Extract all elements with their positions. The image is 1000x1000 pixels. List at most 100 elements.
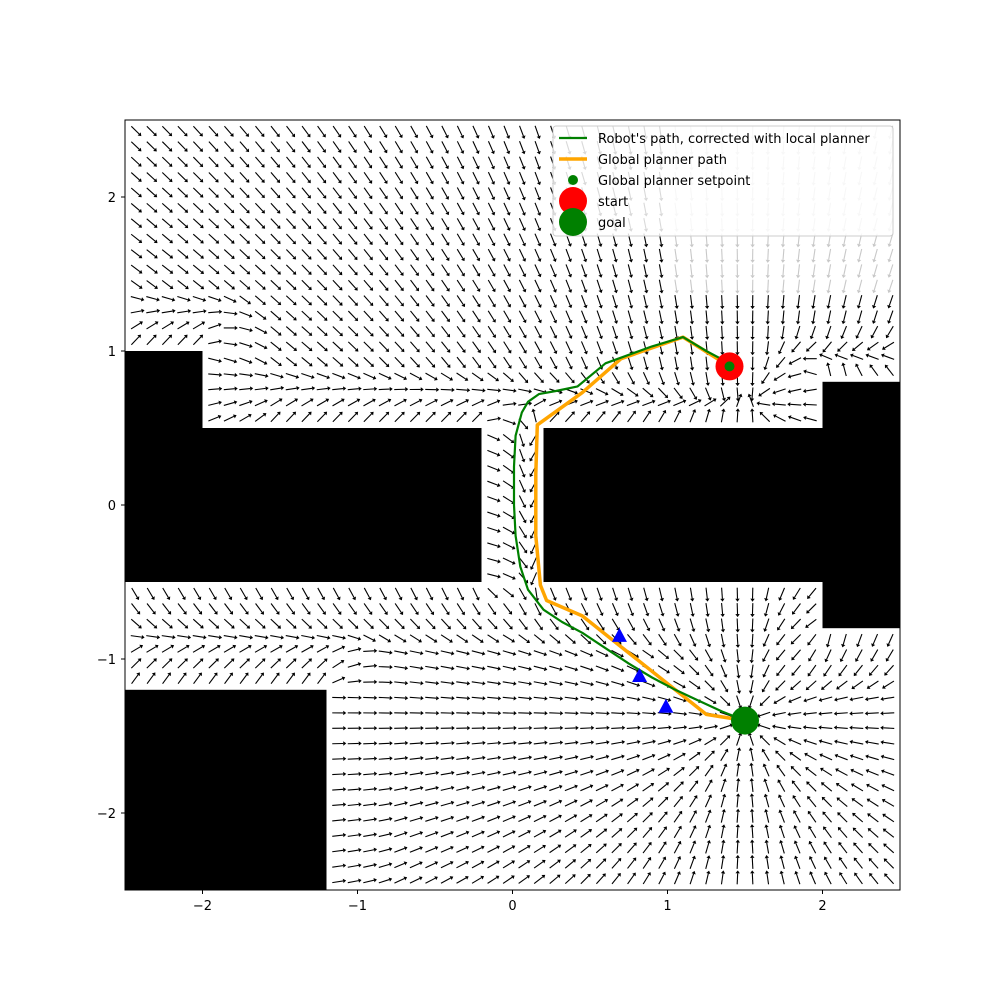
field-arrow — [456, 696, 468, 699]
field-arrow — [811, 325, 816, 337]
field-arrow-head — [522, 334, 527, 339]
field-arrow-head — [776, 764, 781, 769]
field-arrow-head — [723, 763, 728, 768]
field-arrow — [208, 156, 217, 166]
field-arrow — [856, 649, 863, 660]
field-arrow-head — [735, 793, 741, 797]
field-arrow-head — [414, 180, 419, 185]
field-arrow — [471, 757, 483, 760]
field-arrow — [270, 310, 280, 319]
field-arrow — [595, 388, 607, 395]
field-arrow — [503, 202, 510, 214]
field-arrow-head — [528, 681, 533, 686]
field-arrow — [549, 634, 559, 643]
field-arrow — [317, 156, 325, 167]
field-arrow-head — [872, 289, 877, 294]
field-arrow — [456, 603, 464, 613]
field-arrow-head — [617, 857, 622, 862]
field-arrow — [779, 587, 786, 599]
field-arrow-head — [451, 651, 455, 656]
field-arrow — [720, 766, 726, 777]
field-arrow — [549, 295, 556, 306]
field-arrow-head — [643, 243, 649, 248]
field-arrow-head — [280, 385, 285, 391]
field-arrow-head — [787, 711, 791, 717]
field-arrow — [518, 876, 528, 884]
field-arrow-head — [277, 286, 282, 290]
field-arrow-head — [369, 287, 374, 291]
field-arrow-head — [341, 676, 346, 681]
field-arrow — [673, 712, 685, 715]
field-arrow — [704, 680, 714, 689]
field-arrow-head — [492, 364, 497, 369]
field-arrow — [821, 740, 833, 745]
field-arrow-head — [263, 330, 268, 335]
field-arrow — [471, 681, 483, 684]
legend-label: Global planner setpoint — [598, 174, 750, 189]
field-arrow — [842, 633, 847, 645]
field-arrow — [378, 413, 388, 423]
field-arrow — [809, 664, 817, 675]
field-arrow-head — [529, 473, 534, 477]
field-arrow-head — [389, 786, 393, 791]
field-arrow — [471, 400, 483, 407]
field-arrow-head — [572, 844, 577, 848]
field-arrow — [378, 788, 390, 791]
field-arrow — [239, 202, 248, 212]
field-arrow — [824, 843, 832, 854]
field-arrow — [254, 202, 264, 212]
field-arrow — [749, 695, 754, 707]
field-arrow — [316, 646, 327, 653]
field-arrow — [239, 646, 250, 653]
field-arrow — [332, 279, 341, 289]
field-arrow — [580, 356, 587, 368]
field-arrow — [612, 279, 617, 291]
field-arrow — [642, 412, 650, 423]
field-arrow — [285, 218, 295, 228]
field-arrow-head — [666, 669, 670, 674]
field-arrow — [873, 264, 878, 276]
field-arrow-head — [632, 410, 636, 415]
x-tick-label: −1 — [348, 899, 367, 914]
field-arrow — [856, 365, 863, 377]
field-arrow-head — [292, 255, 297, 260]
field-arrow-head — [275, 672, 280, 677]
field-arrow — [534, 202, 540, 214]
field-arrow — [363, 773, 375, 776]
field-arrow — [255, 141, 263, 151]
field-arrow-head — [154, 285, 158, 289]
field-arrow-head — [521, 489, 526, 493]
field-arrow-head — [802, 388, 807, 394]
field-arrow-head — [369, 332, 374, 337]
field-arrow — [642, 769, 653, 776]
field-arrow — [394, 802, 406, 807]
field-arrow-head — [511, 860, 515, 865]
field-arrow — [564, 771, 576, 776]
field-arrow — [316, 310, 326, 320]
field-arrow — [502, 573, 514, 579]
field-arrow-head — [477, 334, 481, 338]
field-arrow — [316, 264, 326, 274]
field-arrow — [332, 141, 340, 151]
field-arrow-head — [218, 339, 222, 344]
field-arrow — [192, 141, 202, 151]
field-arrow — [394, 279, 403, 290]
field-arrow-head — [353, 210, 358, 215]
field-arrow — [843, 264, 847, 276]
field-arrow-head — [811, 305, 816, 309]
field-arrow-head — [446, 364, 451, 368]
field-arrow — [705, 587, 708, 599]
field-arrow — [363, 413, 372, 423]
field-arrow — [177, 618, 187, 627]
field-arrow — [767, 264, 769, 276]
field-arrow — [565, 587, 571, 599]
field-arrow — [658, 264, 662, 276]
field-arrow-head — [675, 382, 681, 386]
field-arrow — [177, 603, 186, 613]
field-arrow-head — [490, 165, 495, 170]
field-arrow-head — [590, 682, 594, 687]
field-arrow-head — [276, 179, 281, 184]
field-arrow — [533, 650, 545, 655]
field-arrow-head — [353, 164, 357, 169]
field-arrow-head — [230, 255, 235, 259]
